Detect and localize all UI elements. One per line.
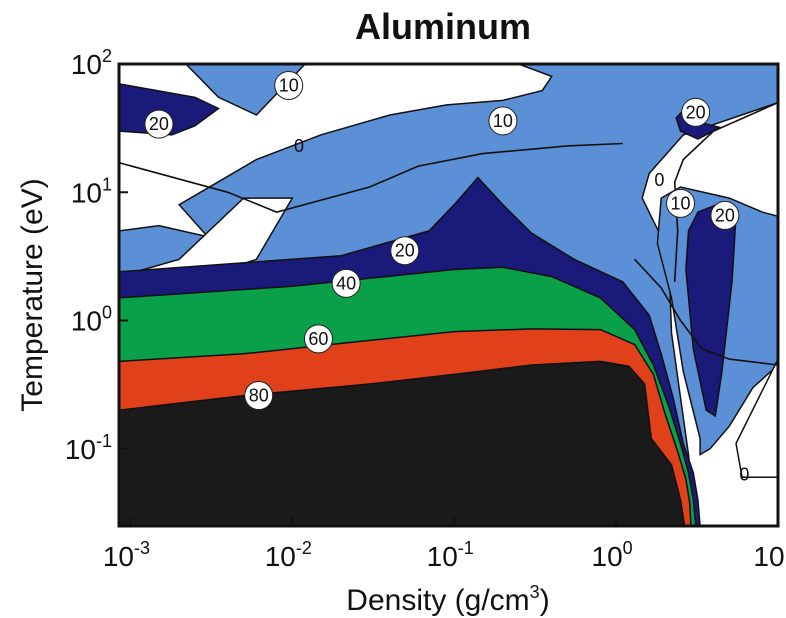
contour-label: 0: [294, 136, 304, 156]
x-tick-label: 100: [592, 538, 633, 572]
contour-label: 10: [488, 106, 518, 136]
contour-region-navy: [119, 83, 220, 136]
contour-label: 60: [303, 324, 333, 354]
contour-region-white: [735, 358, 778, 478]
contour-label: 20: [390, 236, 420, 266]
contour-region-white: [119, 197, 294, 289]
svg-text:40: 40: [336, 273, 356, 293]
svg-text:0: 0: [654, 170, 664, 190]
contour-region-white: [119, 64, 553, 238]
x-tick-label: 101: [753, 538, 786, 572]
svg-text:60: 60: [308, 329, 328, 349]
svg-text:0: 0: [294, 136, 304, 156]
contour-label: 10: [274, 70, 304, 100]
svg-text:10: 10: [671, 193, 691, 213]
contour-line: [119, 142, 623, 213]
y-tick-label: 10-1: [65, 431, 112, 465]
contour-line: [634, 258, 778, 366]
contour-label: 0: [739, 465, 749, 485]
contour-label: 0: [654, 170, 664, 190]
svg-text:20: 20: [149, 114, 169, 134]
svg-text:20: 20: [715, 205, 735, 225]
x-tick-label: 10-1: [427, 538, 474, 572]
svg-text:80: 80: [249, 386, 269, 406]
svg-text:10: 10: [493, 111, 513, 131]
contour-label: 20: [144, 109, 174, 139]
contour-label: 10: [666, 188, 696, 218]
svg-text:20: 20: [395, 241, 415, 261]
contour-line: [673, 101, 778, 282]
svg-text:20: 20: [686, 102, 706, 122]
x-axis-label: Density (g/cm3): [346, 582, 549, 617]
y-axis-label: Temperature (eV): [16, 178, 49, 411]
y-tick-label: 100: [71, 303, 112, 337]
svg-text:10: 10: [279, 75, 299, 95]
y-tick-label: 101: [71, 174, 112, 208]
contour-labels: 10 20 0 10 20 0 10 20 20 40 60 80 0: [144, 70, 749, 485]
contour-label: 20: [681, 97, 711, 127]
contour-label: 80: [244, 381, 274, 411]
y-tick-label: 102: [71, 46, 112, 80]
contour-label: 20: [710, 200, 740, 230]
svg-text:0: 0: [739, 465, 749, 485]
x-tick-label: 10-3: [103, 538, 150, 572]
contour-lines: [119, 101, 778, 366]
contour-label: 40: [331, 268, 361, 298]
contour-regions: [119, 64, 778, 526]
chart-title: Aluminum: [355, 6, 531, 47]
plot-frame: [117, 62, 780, 528]
x-tick-label: 10-2: [265, 538, 312, 572]
